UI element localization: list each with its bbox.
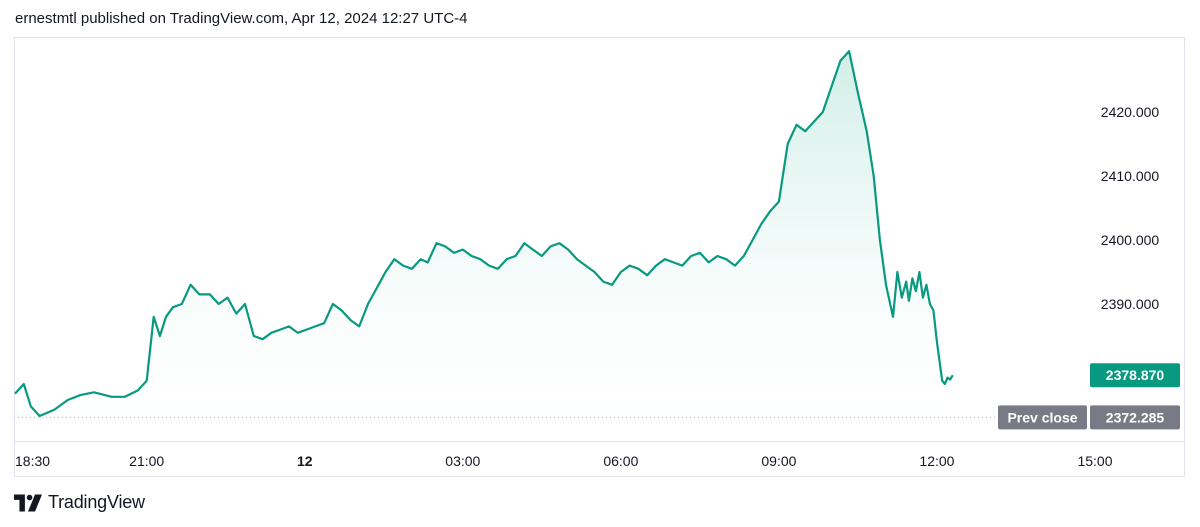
y-axis-tick-label: 2420.000 bbox=[1101, 104, 1160, 120]
x-axis-tick-label: 06:00 bbox=[603, 453, 638, 469]
price-area-fill bbox=[15, 51, 953, 421]
prev-close-label-tag bbox=[998, 405, 1087, 430]
tradingview-logo-icon bbox=[14, 493, 42, 512]
chart-header: ernestmtl published on TradingView.com, … bbox=[15, 10, 468, 27]
x-axis-tick-label: 15:00 bbox=[1077, 453, 1112, 469]
y-axis-tick-label: 2410.000 bbox=[1101, 168, 1160, 184]
x-axis-tick-label: 12 bbox=[297, 453, 313, 469]
x-axis-tick-label: 18:30 bbox=[15, 453, 50, 469]
price-line bbox=[14, 50, 954, 418]
prev-close-label: Prev close bbox=[1007, 409, 1077, 425]
y-axis-tick-label: 2390.000 bbox=[1101, 296, 1160, 312]
time-axis-separator bbox=[14, 441, 1185, 442]
x-axis-tick-label: 21:00 bbox=[129, 453, 164, 469]
x-axis-tick-label: 03:00 bbox=[445, 453, 480, 469]
prev-close-value-tag bbox=[1090, 405, 1180, 430]
x-axis-tick-label: 12:00 bbox=[919, 453, 954, 469]
last-price-tag bbox=[1090, 363, 1180, 388]
tradingview-brand: TradingView bbox=[48, 492, 145, 512]
chart-frame bbox=[14, 37, 1185, 477]
y-axis-tick-label: 2400.000 bbox=[1101, 232, 1160, 248]
prev-close-value: 2372.285 bbox=[1106, 409, 1165, 425]
tradingview-logo[interactable]: TradingView bbox=[14, 492, 145, 513]
x-axis-tick-label: 09:00 bbox=[761, 453, 796, 469]
last-price-value: 2378.870 bbox=[1106, 367, 1165, 383]
